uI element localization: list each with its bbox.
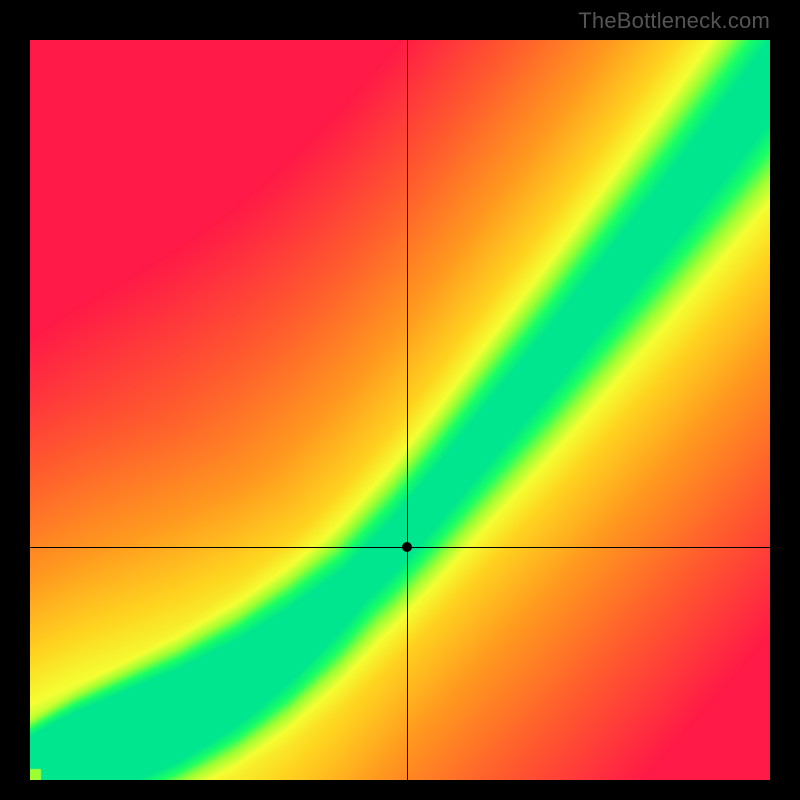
heatmap-canvas [30, 40, 770, 780]
crosshair-marker [402, 542, 412, 552]
crosshair-vertical [407, 40, 408, 780]
crosshair-horizontal [30, 547, 770, 548]
plot-area [30, 40, 770, 780]
watermark-text: TheBottleneck.com [578, 8, 770, 34]
